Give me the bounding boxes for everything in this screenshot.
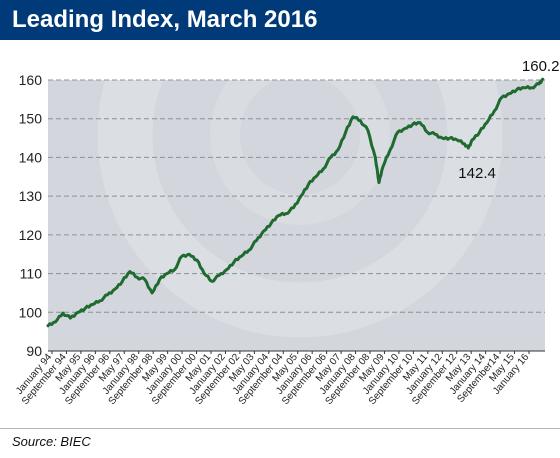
leading-index-line: [46, 77, 545, 328]
footer-divider: [0, 428, 560, 429]
y-tick-label: 150: [19, 111, 43, 127]
source-note: Source: BIEC: [12, 434, 91, 449]
chart-header: Leading Index, March 2016: [0, 0, 560, 40]
y-tick-label: 110: [20, 266, 43, 282]
y-tick-label: 160: [19, 72, 43, 88]
watermark-ring-inner: [210, 45, 390, 225]
y-tick-label: 130: [19, 188, 43, 204]
y-tick-label: 140: [19, 149, 43, 165]
y-tick-label: 90: [26, 343, 42, 359]
y-tick-label: 120: [19, 227, 43, 243]
chart-title: Leading Index, March 2016: [12, 6, 318, 33]
data-label: 160.2: [522, 58, 560, 75]
y-tick-label: 100: [19, 304, 43, 320]
data-label: 142.4: [458, 165, 496, 182]
plot-background: [48, 80, 545, 351]
